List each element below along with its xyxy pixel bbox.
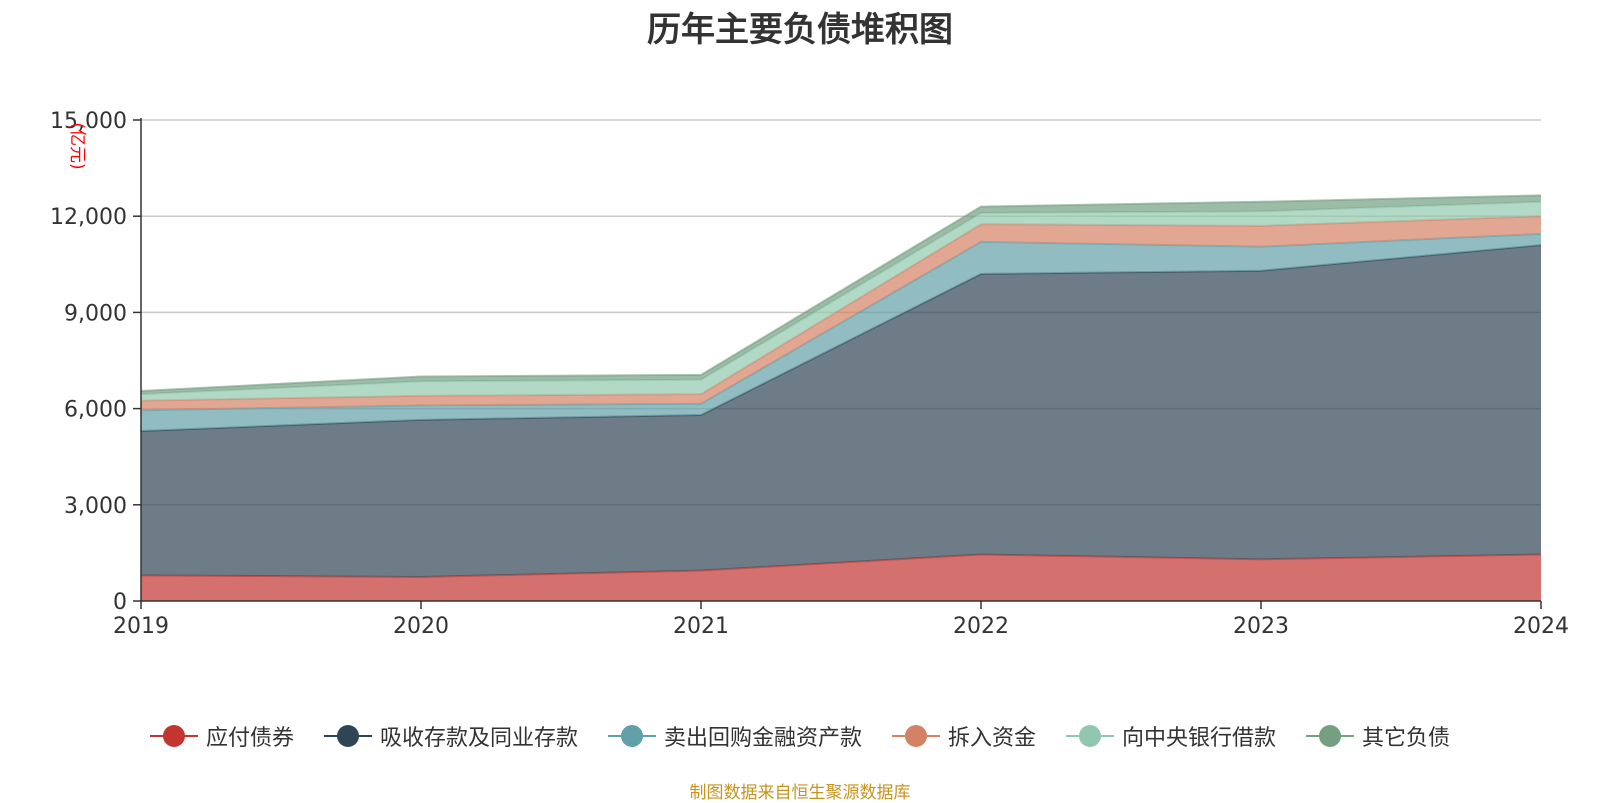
y-tick-label: 9,000 <box>64 301 127 326</box>
y-tick-label: 12,000 <box>50 205 127 230</box>
legend-item[interactable]: 其它负债 <box>1306 720 1450 752</box>
area-layers <box>140 194 1542 601</box>
legend-item[interactable]: 吸收存款及同业存款 <box>323 720 578 752</box>
legend-label: 其它负债 <box>1362 726 1451 751</box>
legend-label: 卖出回购金融资产款 <box>663 726 862 751</box>
legend-swatch <box>892 724 940 748</box>
legend: 应付债券 吸收存款及同业存款 卖出回购金融资产款 拆入资金 向中央银行借款 其它负债 <box>0 716 1600 756</box>
x-tick-labels: 2019 2020 2021 2022 2023 2024 <box>113 614 1569 639</box>
area-4 <box>141 216 1541 411</box>
legend-item[interactable]: 拆入资金 <box>892 720 1036 752</box>
area-6 <box>141 195 1541 395</box>
area-edge-6 <box>140 194 1542 392</box>
legend-label: 拆入资金 <box>948 726 1037 751</box>
y-tick-label: 3,000 <box>64 494 127 519</box>
x-tick-label: 2022 <box>953 614 1009 639</box>
legend-swatch <box>607 724 656 748</box>
y-tick-label: 0 <box>113 590 127 615</box>
legend-item[interactable]: 应付债券 <box>149 720 294 752</box>
legend-label: 吸收存款及同业存款 <box>379 726 578 751</box>
legend-swatch <box>323 724 372 748</box>
x-tick-label: 2019 <box>113 614 169 639</box>
area-2 <box>141 245 1541 577</box>
area-5 <box>141 201 1541 401</box>
legend-swatch <box>1306 724 1355 748</box>
legend-item[interactable]: 向中央银行借款 <box>1066 720 1276 752</box>
source-note: 制图数据来自恒生聚源数据库 <box>689 783 911 803</box>
axes <box>133 118 1542 609</box>
y-axis-label: (亿元) <box>67 122 87 169</box>
legend-label: 应付债券 <box>205 726 294 751</box>
x-tick-label: 2020 <box>393 614 449 639</box>
legend-item[interactable]: 卖出回购金融资产款 <box>607 720 862 752</box>
area-1 <box>141 554 1541 601</box>
legend-label: 向中央银行借款 <box>1122 726 1277 751</box>
y-tick-labels: 0 3,000 6,000 9,000 12,000 15,000 <box>50 109 127 615</box>
area-3 <box>141 233 1541 432</box>
legend-swatch <box>1066 724 1115 748</box>
x-tick-label: 2023 <box>1233 614 1289 639</box>
chart-title: 历年主要负债堆积图 <box>647 10 953 50</box>
y-tick-label: 6,000 <box>64 398 127 423</box>
x-tick-label: 2024 <box>1513 614 1569 639</box>
y-tick-label: 15,000 <box>50 109 127 134</box>
legend-swatch <box>149 724 198 748</box>
x-tick-label: 2021 <box>673 614 729 639</box>
